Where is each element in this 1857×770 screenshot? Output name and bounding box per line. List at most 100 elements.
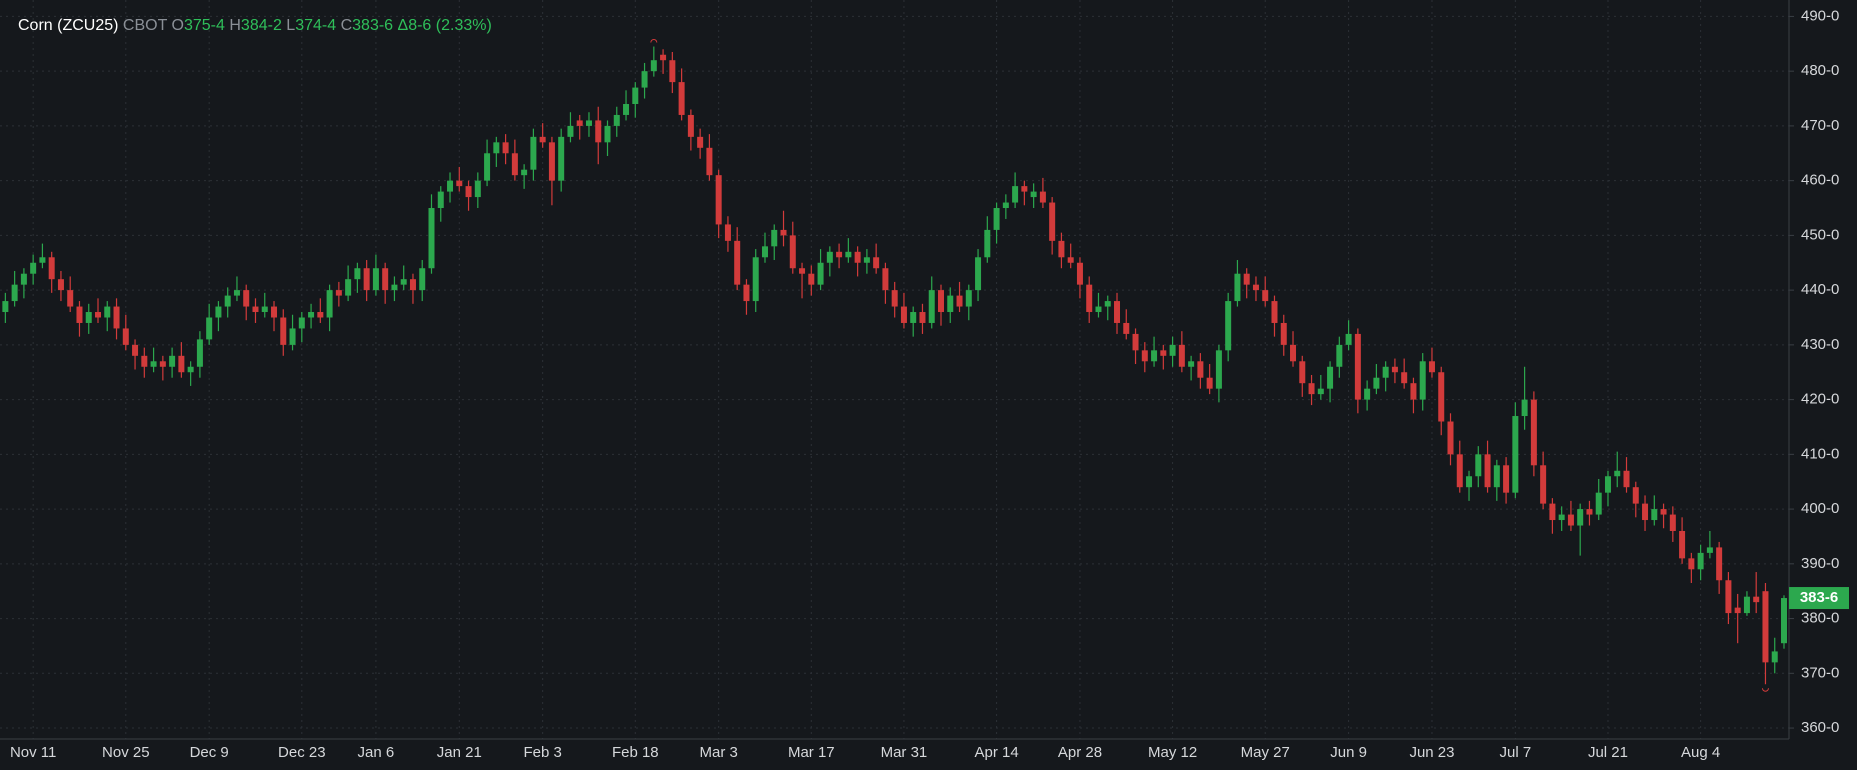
candle-body bbox=[1317, 388, 1324, 395]
x-tick-label: Mar 17 bbox=[788, 744, 835, 761]
y-tick-label: 430-0 bbox=[1801, 336, 1839, 353]
change-value: 8-6 bbox=[408, 17, 431, 34]
x-tick-label: Jul 21 bbox=[1588, 744, 1628, 761]
candle-body bbox=[771, 229, 778, 247]
y-tick-label: 400-0 bbox=[1801, 500, 1839, 517]
candle-body bbox=[1373, 377, 1380, 389]
open-value: 375-4 bbox=[184, 17, 225, 34]
candle-body bbox=[289, 328, 296, 345]
candle-body bbox=[724, 224, 731, 241]
candle-body bbox=[1382, 366, 1389, 378]
candle-body bbox=[1299, 361, 1306, 384]
candle-body bbox=[1697, 552, 1704, 570]
candle-body bbox=[826, 251, 833, 263]
candle-body bbox=[1706, 547, 1713, 553]
candle-body bbox=[604, 125, 611, 143]
candle-body bbox=[1178, 344, 1185, 367]
candle-body bbox=[808, 273, 815, 285]
y-tick-label: 410-0 bbox=[1801, 445, 1839, 462]
candle-body bbox=[863, 257, 870, 263]
candle-body bbox=[1503, 465, 1510, 493]
candle-body bbox=[799, 268, 806, 274]
candle-body bbox=[391, 284, 398, 291]
x-tick-label: May 27 bbox=[1241, 744, 1290, 761]
candle-body bbox=[76, 306, 83, 323]
candle-body bbox=[882, 268, 889, 291]
candle-body bbox=[937, 290, 944, 313]
candle-body bbox=[1141, 350, 1148, 362]
candle-body bbox=[567, 125, 574, 137]
candle-body bbox=[1549, 503, 1556, 521]
candle-body bbox=[1623, 470, 1630, 488]
candle-body bbox=[1215, 350, 1222, 389]
candle-body bbox=[1206, 377, 1213, 389]
candle-body bbox=[57, 279, 64, 291]
x-tick-label: Nov 25 bbox=[102, 744, 150, 761]
candle-body bbox=[595, 120, 602, 143]
change-pct: (2.33%) bbox=[436, 17, 492, 34]
x-tick-label: May 12 bbox=[1148, 744, 1197, 761]
candle-body bbox=[687, 114, 694, 137]
candle-body bbox=[428, 208, 435, 269]
candle-body bbox=[511, 153, 518, 176]
candle-body bbox=[1595, 492, 1602, 515]
candle-body bbox=[159, 361, 166, 367]
x-tick-label: Jun 9 bbox=[1330, 744, 1367, 761]
candle-body bbox=[845, 251, 852, 258]
candle-body bbox=[1780, 598, 1787, 644]
candle-body bbox=[1456, 454, 1463, 488]
low-marker bbox=[1761, 688, 1769, 692]
candle-body bbox=[836, 251, 843, 258]
candle-body bbox=[298, 317, 305, 329]
close-value: 383-6 bbox=[352, 17, 393, 34]
candle-body bbox=[1642, 503, 1649, 521]
candle-body bbox=[1447, 421, 1454, 455]
candle-body bbox=[1086, 284, 1093, 313]
candle-body bbox=[1067, 257, 1074, 263]
candle-body bbox=[1002, 202, 1009, 209]
candle-body bbox=[104, 306, 111, 318]
candle-body bbox=[243, 290, 250, 307]
candle-body bbox=[789, 235, 796, 269]
candle-body bbox=[1308, 383, 1315, 395]
candle-body bbox=[678, 82, 685, 115]
candle-body bbox=[1114, 301, 1121, 323]
candle-body bbox=[641, 71, 648, 88]
open-label: O bbox=[172, 17, 184, 34]
candle-body bbox=[1753, 596, 1760, 603]
candle-body bbox=[1095, 306, 1102, 313]
candle-body bbox=[715, 175, 722, 225]
candle-body bbox=[1530, 399, 1537, 466]
candle-body bbox=[1262, 290, 1269, 302]
candle-body bbox=[1521, 399, 1528, 417]
x-tick-label: Mar 31 bbox=[881, 744, 928, 761]
x-tick-label: Feb 3 bbox=[523, 744, 561, 761]
candle-body bbox=[660, 54, 667, 61]
candle-body bbox=[502, 142, 509, 154]
candle-body bbox=[585, 120, 592, 126]
candle-body bbox=[95, 312, 102, 318]
candle-body bbox=[1188, 361, 1195, 367]
candle-body bbox=[85, 312, 92, 323]
candle-body bbox=[1475, 454, 1482, 477]
x-tick-label: Apr 14 bbox=[974, 744, 1018, 761]
candle-body bbox=[1271, 301, 1278, 323]
candle-body bbox=[743, 284, 750, 302]
y-tick-label: 440-0 bbox=[1801, 281, 1839, 298]
candle-body bbox=[335, 290, 342, 296]
candle-body bbox=[576, 120, 583, 126]
candle-body bbox=[910, 312, 917, 323]
high-value: 384-2 bbox=[241, 17, 282, 34]
candle-body bbox=[1716, 547, 1723, 581]
x-tick-label: Jun 23 bbox=[1409, 744, 1454, 761]
candle-body bbox=[493, 142, 500, 154]
candle-body bbox=[993, 208, 1000, 230]
candle-body bbox=[1660, 509, 1667, 515]
candle-body bbox=[1577, 509, 1584, 526]
candle-body bbox=[419, 268, 426, 291]
x-tick-label: Apr 28 bbox=[1058, 744, 1102, 761]
candle-body bbox=[1771, 651, 1778, 663]
candle-body bbox=[1651, 509, 1658, 521]
